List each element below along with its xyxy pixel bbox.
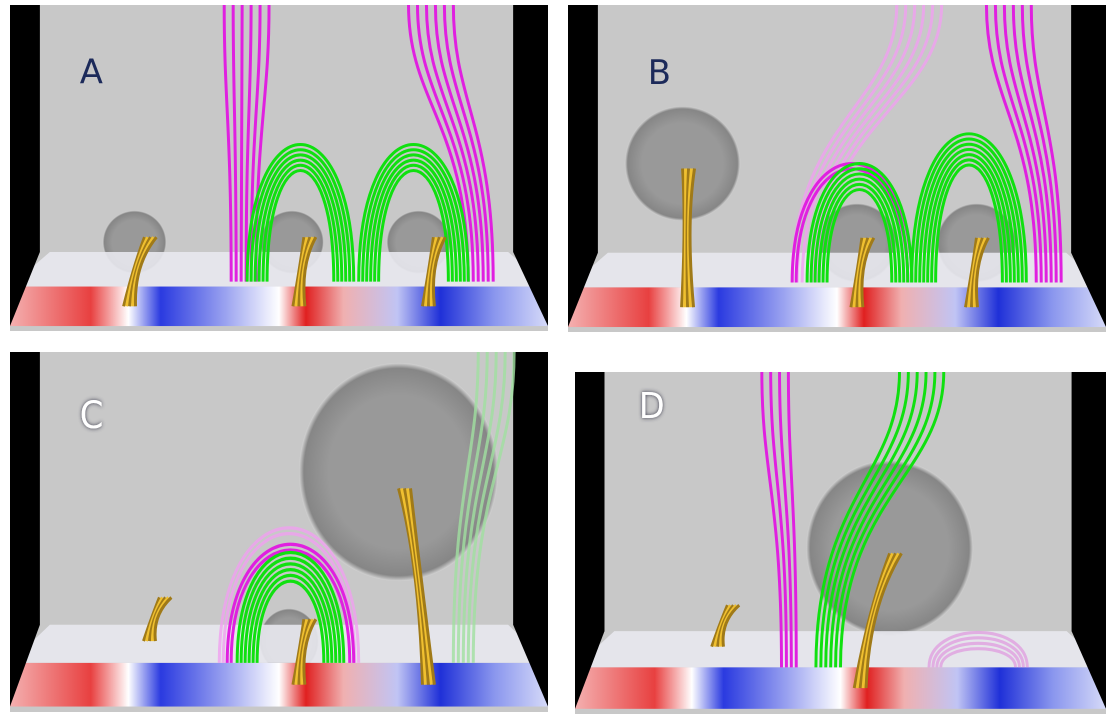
- panel-c: C: [10, 352, 548, 712]
- floor-front: [10, 287, 548, 327]
- figure: {"panels": [{"label": "A"}, {"label": "B…: [0, 0, 1108, 716]
- floor-front: [575, 667, 1106, 708]
- field-line: [241, 5, 242, 282]
- floor-front: [568, 287, 1106, 327]
- panel-d: D: [575, 372, 1106, 714]
- panel-label: B: [648, 53, 671, 92]
- panel-label: A: [80, 53, 103, 92]
- panel-label: D: [639, 386, 665, 427]
- flux-tube: [685, 169, 686, 308]
- panel-label: C: [80, 394, 104, 437]
- panel-a: A: [10, 5, 548, 331]
- panel-b: B: [568, 5, 1106, 332]
- floor-front: [10, 663, 548, 707]
